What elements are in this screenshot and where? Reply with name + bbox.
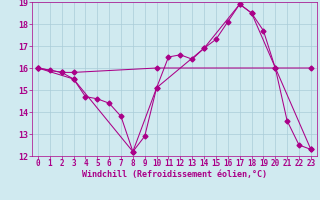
X-axis label: Windchill (Refroidissement éolien,°C): Windchill (Refroidissement éolien,°C) — [82, 170, 267, 179]
